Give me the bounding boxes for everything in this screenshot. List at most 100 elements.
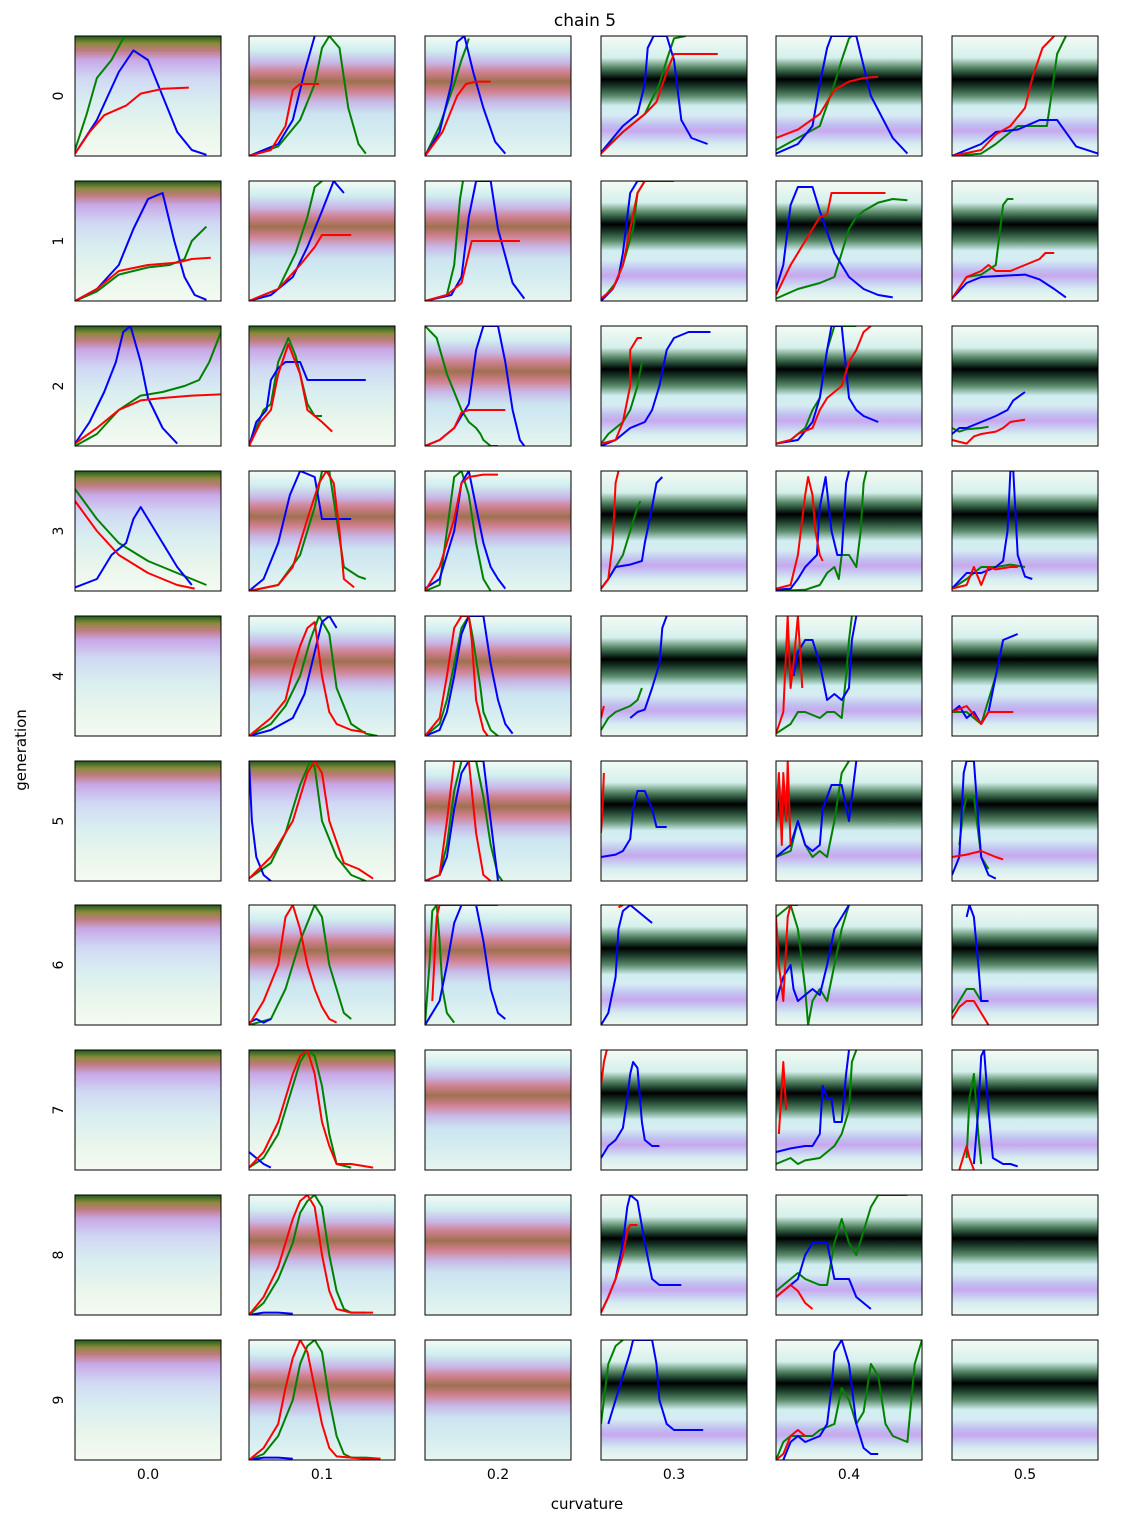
panel-frame xyxy=(248,470,396,592)
panel-frame xyxy=(600,35,748,157)
panel-curves xyxy=(601,331,711,446)
red-series-line xyxy=(249,1340,381,1460)
panel-r2-c0 xyxy=(74,325,222,447)
blue-series-line xyxy=(75,506,193,589)
panel-r8-c4 xyxy=(775,1194,923,1316)
x-axis-label: curvature xyxy=(551,1495,623,1513)
panel-frame xyxy=(74,180,222,302)
panel-frame xyxy=(775,1339,923,1461)
panel-frame xyxy=(248,325,396,447)
panel-r8-c3 xyxy=(600,1194,748,1316)
row-tick-labels: 0 1 2 3 4 5 6 7 8 9 xyxy=(51,92,67,1405)
red-series-line xyxy=(777,1061,788,1135)
panel-r5-c0 xyxy=(74,760,222,882)
panel-r0-c1 xyxy=(248,35,396,157)
red-series-line xyxy=(249,471,355,591)
panel-background xyxy=(75,616,221,736)
panel-background xyxy=(425,1340,571,1460)
panel-background xyxy=(425,1050,571,1170)
red-series-line xyxy=(75,256,211,301)
green-series-line xyxy=(249,1050,352,1169)
red-series-line xyxy=(601,1050,608,1087)
column-label-4: 0.4 xyxy=(838,1467,860,1483)
panel-frame xyxy=(74,1049,222,1171)
panel-curves xyxy=(425,905,506,1025)
panel-r6-c1 xyxy=(248,904,396,1026)
panel-r9-c2 xyxy=(424,1339,572,1461)
row-label-3: 3 xyxy=(51,527,67,536)
panel-frame xyxy=(424,1049,572,1171)
panel-curves xyxy=(249,905,352,1025)
red-series-line xyxy=(249,1195,374,1315)
panel-r1-c4 xyxy=(775,180,923,302)
green-series-line xyxy=(776,471,868,591)
panel-frame xyxy=(424,470,572,592)
panel-frame xyxy=(74,1339,222,1461)
panel-background xyxy=(776,471,922,591)
red-series-line xyxy=(425,616,489,736)
blue-series-line xyxy=(425,36,507,156)
panel-r9-c1 xyxy=(248,1339,396,1461)
green-series-line xyxy=(776,198,908,300)
panel-r6-c5 xyxy=(951,904,1099,1026)
blue-series-line xyxy=(75,192,207,301)
panel-r0-c4 xyxy=(775,35,923,157)
blue-series-line xyxy=(249,1456,293,1460)
red-series-line xyxy=(425,240,520,301)
panel-curves xyxy=(601,471,664,590)
red-series-line xyxy=(776,761,792,846)
panel-r6-c0 xyxy=(74,904,222,1026)
panel-background xyxy=(425,471,571,591)
panel-frame xyxy=(248,1194,396,1316)
panel-curves xyxy=(249,761,374,881)
red-series-line xyxy=(601,471,620,590)
red-series-line xyxy=(952,36,1055,156)
panel-curves xyxy=(952,391,1026,445)
panel-r1-c3 xyxy=(600,180,748,302)
green-series-line xyxy=(425,616,499,736)
green-series-line xyxy=(601,687,643,731)
panel-background xyxy=(75,36,221,156)
green-series-line xyxy=(425,471,492,591)
column-tick-labels: 0.0 0.1 0.2 0.3 0.4 0.5 xyxy=(137,1467,1036,1483)
panel-r8-c0 xyxy=(74,1194,222,1316)
panel-curves xyxy=(75,36,207,156)
panel-frame xyxy=(424,1339,572,1461)
red-series-line xyxy=(425,80,491,156)
blue-series-line xyxy=(601,36,708,154)
panel-curves xyxy=(952,633,1019,725)
panel-frame xyxy=(424,325,572,447)
blue-series-line xyxy=(776,905,850,1002)
row-label-9: 9 xyxy=(51,1396,67,1405)
panel-frame xyxy=(951,1049,1099,1171)
panel-r7-c2 xyxy=(424,1049,572,1171)
panel-curves xyxy=(249,1050,374,1169)
panel-r4-c1 xyxy=(248,615,396,737)
panel-r1-c0 xyxy=(74,180,222,302)
panel-r2-c4 xyxy=(775,325,923,447)
panel-frame xyxy=(74,904,222,1026)
red-series-line xyxy=(601,337,642,445)
green-series-line xyxy=(601,361,643,445)
red-series-line xyxy=(776,192,886,296)
panel-curves xyxy=(249,337,366,446)
panel-r9-c5 xyxy=(951,1339,1099,1461)
panel-r6-c2 xyxy=(424,904,572,1026)
green-series-line xyxy=(249,905,352,1025)
panel-r0-c2 xyxy=(424,35,572,157)
red-series-line xyxy=(776,616,804,734)
column-label-1: 0.1 xyxy=(311,1467,333,1483)
panel-frame xyxy=(951,325,1099,447)
panel-background xyxy=(952,36,1098,156)
red-series-line xyxy=(776,75,879,139)
blue-series-line xyxy=(965,905,989,1002)
green-series-line xyxy=(249,1195,366,1315)
panel-frame xyxy=(600,180,748,302)
panel-r7-c1 xyxy=(248,1049,396,1171)
blue-series-line xyxy=(425,761,499,881)
panel-r5-c1 xyxy=(248,760,396,882)
panel-curves xyxy=(776,36,909,155)
panel-background xyxy=(75,1340,221,1460)
panel-background xyxy=(75,471,221,591)
red-series-line xyxy=(249,343,333,446)
